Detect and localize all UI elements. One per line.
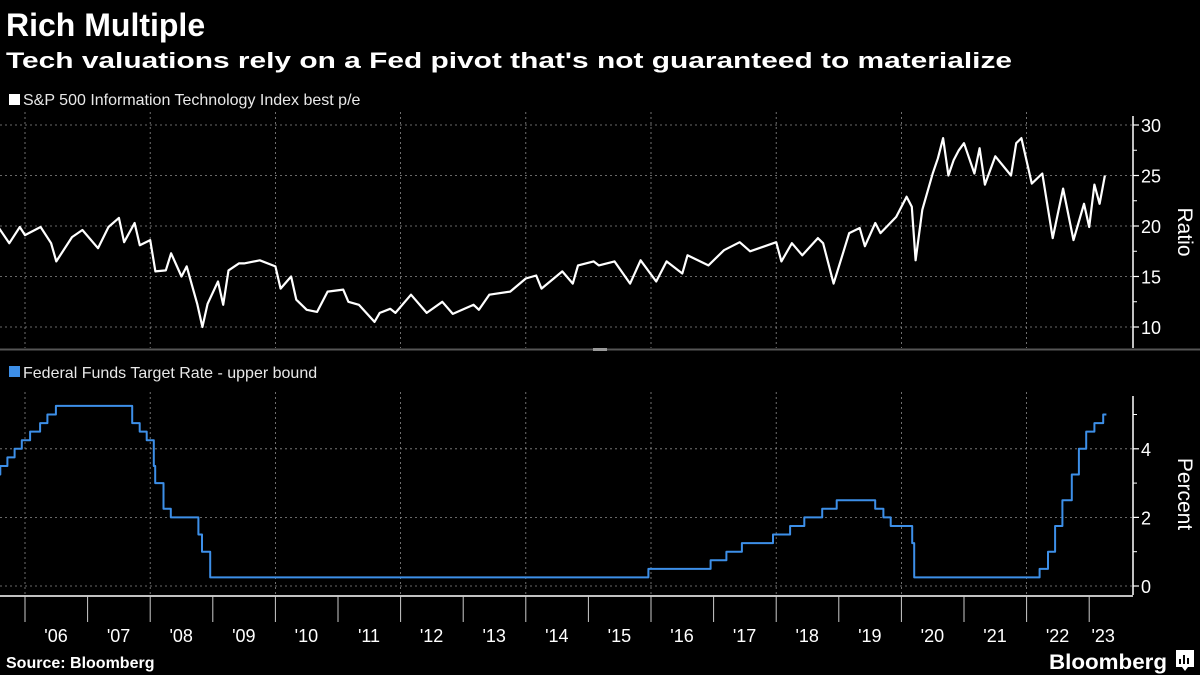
y-tick-label: 30 <box>1141 116 1161 136</box>
x-tick-label: '09 <box>232 626 255 646</box>
y-tick-label: 2 <box>1141 508 1151 528</box>
y-tick-label: 10 <box>1141 318 1161 338</box>
x-tick-label: '17 <box>733 626 756 646</box>
panel-resize-handle[interactable] <box>593 348 607 351</box>
x-tick-label: '10 <box>295 626 318 646</box>
x-tick-label: '08 <box>169 626 192 646</box>
x-tick-label: '23 <box>1091 626 1114 646</box>
y-axis-label-ratio: Ratio <box>1173 207 1196 256</box>
y-axis-label-percent: Percent <box>1173 458 1196 531</box>
x-tick-label: '07 <box>107 626 130 646</box>
x-tick-label: '22 <box>1046 626 1069 646</box>
x-tick-label: '19 <box>858 626 881 646</box>
x-tick-label: '18 <box>795 626 818 646</box>
x-tick-label: '13 <box>482 626 505 646</box>
x-tick-label: '06 <box>44 626 67 646</box>
source-note: Source: Bloomberg <box>6 655 154 672</box>
bloomberg-chart-icon <box>1176 650 1194 671</box>
x-tick-label: '14 <box>545 626 568 646</box>
bloomberg-logo-text: Bloomberg <box>1049 651 1167 674</box>
pe-series-line <box>0 137 1106 329</box>
x-tick-label: '12 <box>420 626 443 646</box>
y-tick-label: 15 <box>1141 268 1161 288</box>
x-tick-label: '21 <box>983 626 1006 646</box>
legend-fed: Federal Funds Target Rate - upper bound <box>23 365 317 382</box>
x-tick-label: '15 <box>608 626 631 646</box>
legend-swatch-fed <box>9 366 20 377</box>
y-tick-label: 0 <box>1141 577 1151 597</box>
y-tick-label: 25 <box>1141 167 1161 187</box>
x-axis: '06 '07 '08 '09 '10 '11 '12 '13 '14 '15 '16 '17 '18 '… <box>0 595 1133 646</box>
pe-panel: 10 15 20 25 30 <box>0 112 1161 348</box>
x-tick-label: '16 <box>670 626 693 646</box>
legend-pe: S&P 500 Information Technology Index bes… <box>23 92 361 109</box>
fed-series-line <box>0 404 1107 579</box>
fed-panel: 0 2 4 <box>0 392 1151 597</box>
legend-swatch-pe <box>9 94 20 105</box>
x-tick-label: '11 <box>358 626 380 646</box>
chart-title: Rich Multiple <box>6 7 205 43</box>
y-tick-label: 4 <box>1141 440 1151 460</box>
y-tick-label: 20 <box>1141 217 1161 237</box>
chart-subtitle: Tech valuations rely on a Fed pivot that… <box>6 48 1012 73</box>
x-tick-label: '20 <box>921 626 944 646</box>
